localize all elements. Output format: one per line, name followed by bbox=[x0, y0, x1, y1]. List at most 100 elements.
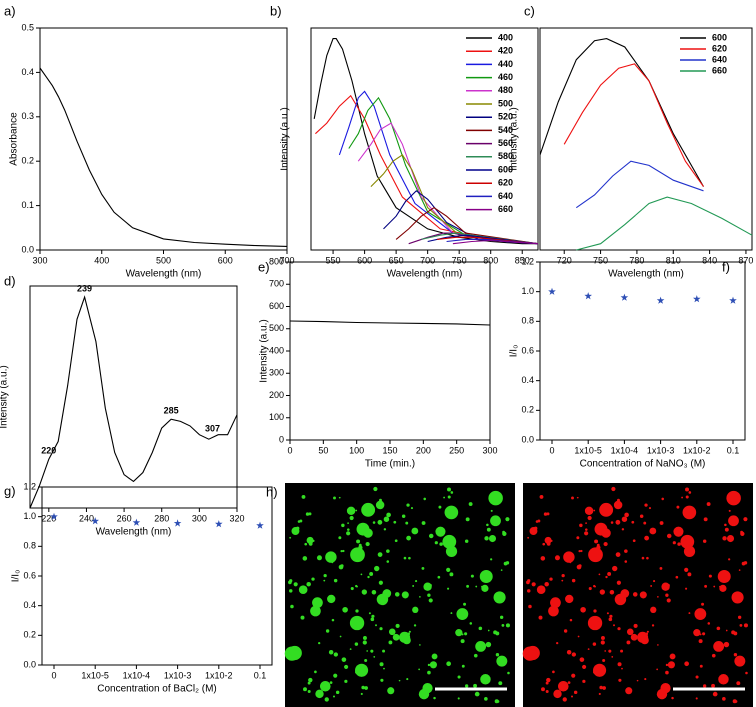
particle bbox=[632, 592, 638, 597]
particle bbox=[429, 661, 437, 669]
particle bbox=[643, 521, 647, 525]
particle bbox=[630, 633, 638, 641]
particle bbox=[464, 684, 469, 688]
particle bbox=[624, 560, 628, 563]
particle bbox=[438, 505, 442, 509]
particle bbox=[379, 662, 384, 667]
y-tick-label: 700 bbox=[269, 279, 284, 289]
particle bbox=[338, 536, 342, 540]
star-marker bbox=[548, 287, 556, 295]
particle bbox=[496, 655, 508, 667]
particle bbox=[437, 575, 441, 579]
particle bbox=[538, 615, 543, 620]
particle bbox=[299, 519, 303, 523]
particle bbox=[379, 627, 383, 631]
particle bbox=[411, 527, 419, 535]
particle bbox=[699, 664, 703, 668]
x-axis-label: Concentration of NaNO₃ (M) bbox=[580, 459, 706, 470]
particle bbox=[724, 523, 727, 527]
particle bbox=[418, 688, 430, 700]
x-tick-label: 1x10-5 bbox=[574, 445, 602, 455]
particle bbox=[563, 551, 575, 563]
particle bbox=[475, 640, 487, 652]
particle bbox=[421, 521, 426, 525]
particle bbox=[502, 531, 507, 536]
star-marker bbox=[584, 292, 592, 300]
particle bbox=[428, 583, 432, 587]
legend-label: 520 bbox=[498, 112, 513, 122]
particle bbox=[685, 587, 688, 590]
particle bbox=[695, 675, 699, 679]
particle bbox=[358, 618, 363, 622]
particle bbox=[361, 589, 367, 595]
particle bbox=[599, 589, 605, 595]
particle bbox=[408, 556, 411, 560]
plot-frame bbox=[39, 27, 288, 251]
particle bbox=[370, 649, 374, 653]
particle bbox=[323, 579, 326, 582]
particle bbox=[624, 512, 629, 518]
particle bbox=[684, 567, 689, 572]
particle bbox=[563, 629, 568, 633]
particle bbox=[617, 627, 621, 631]
particle bbox=[698, 639, 703, 644]
particle bbox=[716, 647, 720, 651]
particle bbox=[487, 629, 490, 632]
particle bbox=[545, 690, 549, 694]
particle bbox=[360, 692, 363, 696]
particle bbox=[323, 574, 327, 578]
particle bbox=[455, 629, 463, 637]
particle bbox=[567, 681, 571, 684]
particle bbox=[368, 612, 371, 615]
particle bbox=[449, 572, 454, 577]
particle bbox=[369, 572, 374, 576]
particle bbox=[418, 668, 421, 671]
particle bbox=[707, 622, 711, 625]
particle bbox=[649, 527, 657, 535]
particle bbox=[401, 514, 406, 519]
particle bbox=[699, 633, 702, 636]
particle bbox=[585, 522, 587, 525]
y-tick-label: 0.4 bbox=[21, 67, 34, 77]
legend-label: 640 bbox=[712, 54, 727, 64]
particle bbox=[566, 649, 572, 655]
y-tick-label: 0.2 bbox=[23, 630, 36, 640]
x-tick-label: 700 bbox=[279, 255, 294, 265]
particle bbox=[671, 696, 674, 700]
plot-frame bbox=[539, 27, 753, 251]
particle bbox=[486, 523, 489, 527]
particle bbox=[578, 549, 581, 553]
particle bbox=[349, 515, 354, 521]
particle bbox=[386, 560, 390, 563]
particle bbox=[659, 566, 663, 570]
particle bbox=[613, 624, 615, 627]
y-tick-label: 0.8 bbox=[521, 316, 534, 326]
particle bbox=[594, 539, 599, 544]
particle bbox=[333, 578, 338, 583]
particle bbox=[608, 617, 613, 622]
x-tick-label: 800 bbox=[483, 255, 498, 265]
particle bbox=[304, 542, 308, 546]
particle bbox=[681, 496, 684, 499]
particle bbox=[480, 674, 491, 685]
particle bbox=[598, 573, 601, 576]
particle bbox=[537, 519, 541, 523]
data-line bbox=[348, 96, 539, 245]
star-marker bbox=[620, 293, 629, 301]
y-axis-label: Intensity (a.u.) bbox=[259, 319, 270, 382]
particle bbox=[450, 612, 453, 615]
particle bbox=[340, 564, 344, 568]
particle bbox=[578, 564, 582, 568]
particle bbox=[701, 602, 705, 606]
particle bbox=[333, 673, 338, 678]
particle bbox=[373, 656, 376, 658]
panel-label: c) bbox=[524, 3, 535, 18]
particle bbox=[728, 558, 731, 561]
particle bbox=[536, 585, 546, 595]
particle bbox=[593, 609, 597, 613]
particle bbox=[446, 567, 451, 572]
particle bbox=[621, 528, 625, 531]
particle bbox=[615, 519, 621, 525]
particle bbox=[531, 646, 537, 651]
particle bbox=[505, 623, 510, 628]
